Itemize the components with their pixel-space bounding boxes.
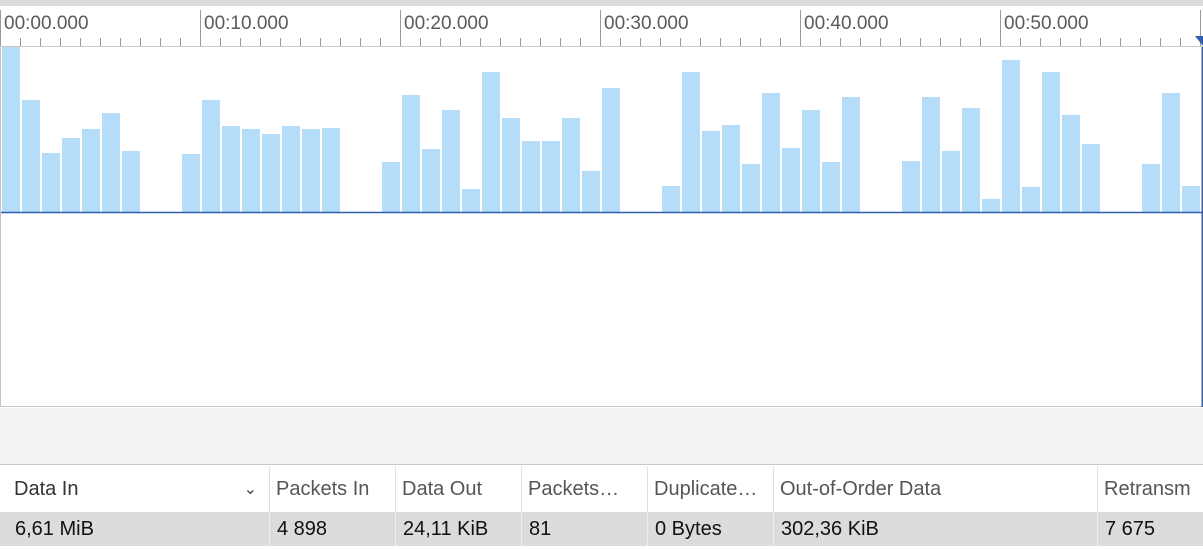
window-top-strip (0, 0, 1203, 6)
ruler-time-label: 00:20.000 (404, 13, 489, 34)
traffic-bar (522, 141, 540, 212)
traffic-bar (782, 148, 800, 212)
traffic-bar (842, 97, 860, 212)
table-row[interactable]: 6,61 MiB 4 898 24,11 KiB 81 0 Bytes 302,… (0, 512, 1203, 546)
traffic-bar (682, 72, 700, 212)
traffic-bar (322, 128, 340, 212)
traffic-bar (962, 108, 980, 212)
traffic-bar (922, 97, 940, 212)
traffic-bar (242, 129, 260, 212)
ruler-time-label: 00:00.000 (4, 13, 89, 34)
ruler-time-label: 00:10.000 (204, 13, 289, 34)
traffic-bar (482, 72, 500, 212)
traffic-graph-canvas (1, 47, 1203, 407)
traffic-bar (102, 113, 120, 212)
column-header-label: Data In (14, 478, 79, 500)
traffic-bar (302, 129, 320, 212)
traffic-bar (202, 100, 220, 212)
traffic-bar (422, 149, 440, 212)
traffic-bar (2, 47, 20, 212)
traffic-bar (462, 189, 480, 212)
statistics-table: Data In ⌄ Packets In Data Out Packets… D… (0, 464, 1203, 549)
column-header-label: Packets… (528, 478, 620, 500)
table-header-row: Data In ⌄ Packets In Data Out Packets… D… (0, 467, 1203, 512)
traffic-bar (802, 110, 820, 212)
traffic-bar (902, 161, 920, 212)
traffic-bar (562, 118, 580, 212)
chevron-down-icon[interactable]: ⌄ (243, 481, 257, 498)
ruler-time-label: 00:50.000 (1004, 13, 1089, 34)
traffic-bar (502, 118, 520, 212)
cell-data-in: 6,61 MiB (8, 512, 270, 546)
traffic-bar (982, 199, 1000, 212)
traffic-bar (702, 131, 720, 212)
traffic-bar (582, 171, 600, 212)
traffic-bar (282, 126, 300, 212)
traffic-bar (182, 154, 200, 212)
ruler-time-label: 00:30.000 (604, 13, 689, 34)
ruler-time-label: 00:40.000 (804, 13, 889, 34)
cell-data-out: 24,11 KiB (396, 512, 522, 546)
traffic-bar (742, 164, 760, 212)
traffic-bar (1082, 144, 1100, 212)
traffic-bar (1162, 93, 1180, 212)
column-header-duplicate[interactable]: Duplicate… (648, 467, 774, 512)
cell-duplicate: 0 Bytes (648, 512, 774, 546)
traffic-bar (1022, 187, 1040, 212)
column-header-label: Duplicate… (654, 478, 758, 500)
traffic-bar (22, 100, 40, 212)
column-header-data-in[interactable]: Data In ⌄ (8, 467, 270, 512)
splitter-area (0, 408, 1203, 464)
timeline-ruler[interactable]: 00:00.000 00:10.000 00:20.000 00:30.000 00:4… (0, 6, 1203, 47)
traffic-bar (122, 151, 140, 212)
column-header-label: Retransm (1104, 478, 1191, 500)
traffic-bar (942, 151, 960, 212)
traffic-bar (402, 95, 420, 212)
traffic-bar (662, 186, 680, 212)
column-header-retransmitted[interactable]: Retransm (1098, 467, 1203, 512)
column-header-out-of-order[interactable]: Out-of-Order Data (774, 467, 1098, 512)
traffic-bar (1182, 186, 1200, 212)
column-header-label: Data Out (402, 478, 483, 500)
column-header-packets-out[interactable]: Packets… (522, 467, 648, 512)
cell-packets-out: 81 (522, 512, 648, 546)
traffic-bar (1062, 115, 1080, 212)
traffic-bar (1142, 164, 1160, 212)
traffic-graph[interactable] (0, 47, 1203, 407)
traffic-bar (722, 125, 740, 212)
traffic-bar (1002, 60, 1020, 212)
cell-retransmitted: 7 675 (1105, 518, 1156, 540)
traffic-bar (82, 129, 100, 212)
traffic-bar (602, 88, 620, 212)
playhead-marker-icon[interactable] (1195, 36, 1203, 46)
column-header-packets-in[interactable]: Packets In (270, 467, 396, 512)
traffic-bar (42, 153, 60, 212)
traffic-bar (442, 110, 460, 212)
column-header-data-out[interactable]: Data Out (396, 467, 522, 512)
traffic-bar (222, 126, 240, 212)
timeline-ruler-canvas: 00:00.000 00:10.000 00:20.000 00:30.000 00:4… (0, 10, 1203, 46)
column-header-label: Packets In (276, 478, 370, 500)
traffic-bar (1042, 72, 1060, 212)
traffic-bar (762, 93, 780, 212)
cell-packets-in: 4 898 (270, 512, 396, 546)
traffic-bar (542, 141, 560, 212)
cell-out-of-order: 302,36 KiB (774, 512, 1098, 546)
column-header-label: Out-of-Order Data (780, 478, 942, 500)
traffic-bar (822, 162, 840, 212)
traffic-bar (382, 162, 400, 212)
traffic-bar (262, 134, 280, 212)
traffic-bar (62, 138, 80, 212)
